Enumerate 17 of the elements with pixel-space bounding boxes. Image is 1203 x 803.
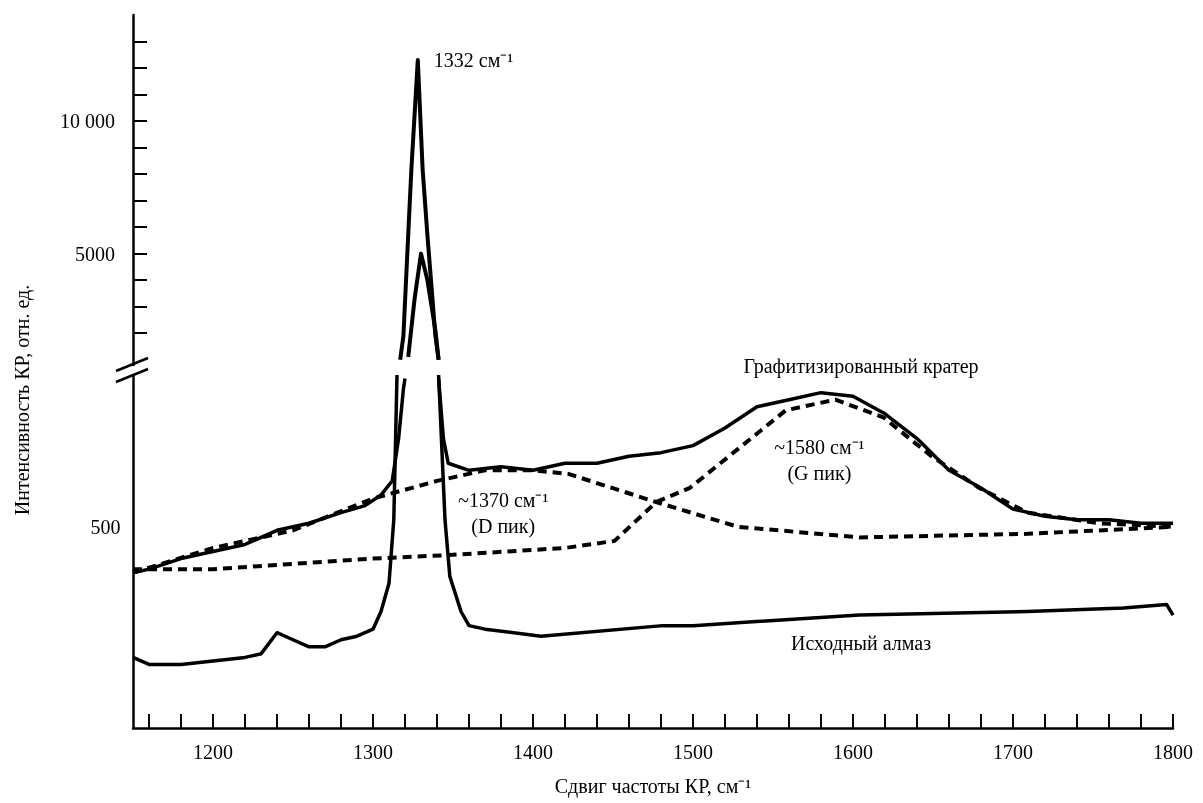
annotation: 1332 см⁻¹	[433, 49, 514, 72]
x-tick-label: 1600	[833, 741, 873, 763]
x-tick-label: 1300	[353, 741, 393, 763]
x-tick-label: 1400	[513, 741, 553, 763]
y-axis-title: Интенсивность КР, отн. ед.	[10, 284, 34, 516]
y-tick-label: 5000	[75, 242, 115, 265]
series-label: Графитизированный кратер	[743, 355, 979, 379]
series-label: Исходный алмаз	[790, 632, 932, 656]
annotation: ~1370 см⁻¹ (D пик)	[458, 488, 549, 538]
x-tick-label: 1800	[1153, 741, 1193, 763]
x-tick-label: 1200	[193, 741, 233, 763]
text: 500	[90, 515, 121, 538]
x-tick-label: 1700	[993, 741, 1033, 763]
annotation: ~1580 см⁻¹ (G пик)	[774, 435, 865, 485]
x-axis-title: Сдвиг частоты КР, см⁻¹	[554, 775, 752, 798]
y-tick-label: 10 000	[60, 110, 115, 133]
x-tick-label: 1500	[673, 741, 713, 763]
